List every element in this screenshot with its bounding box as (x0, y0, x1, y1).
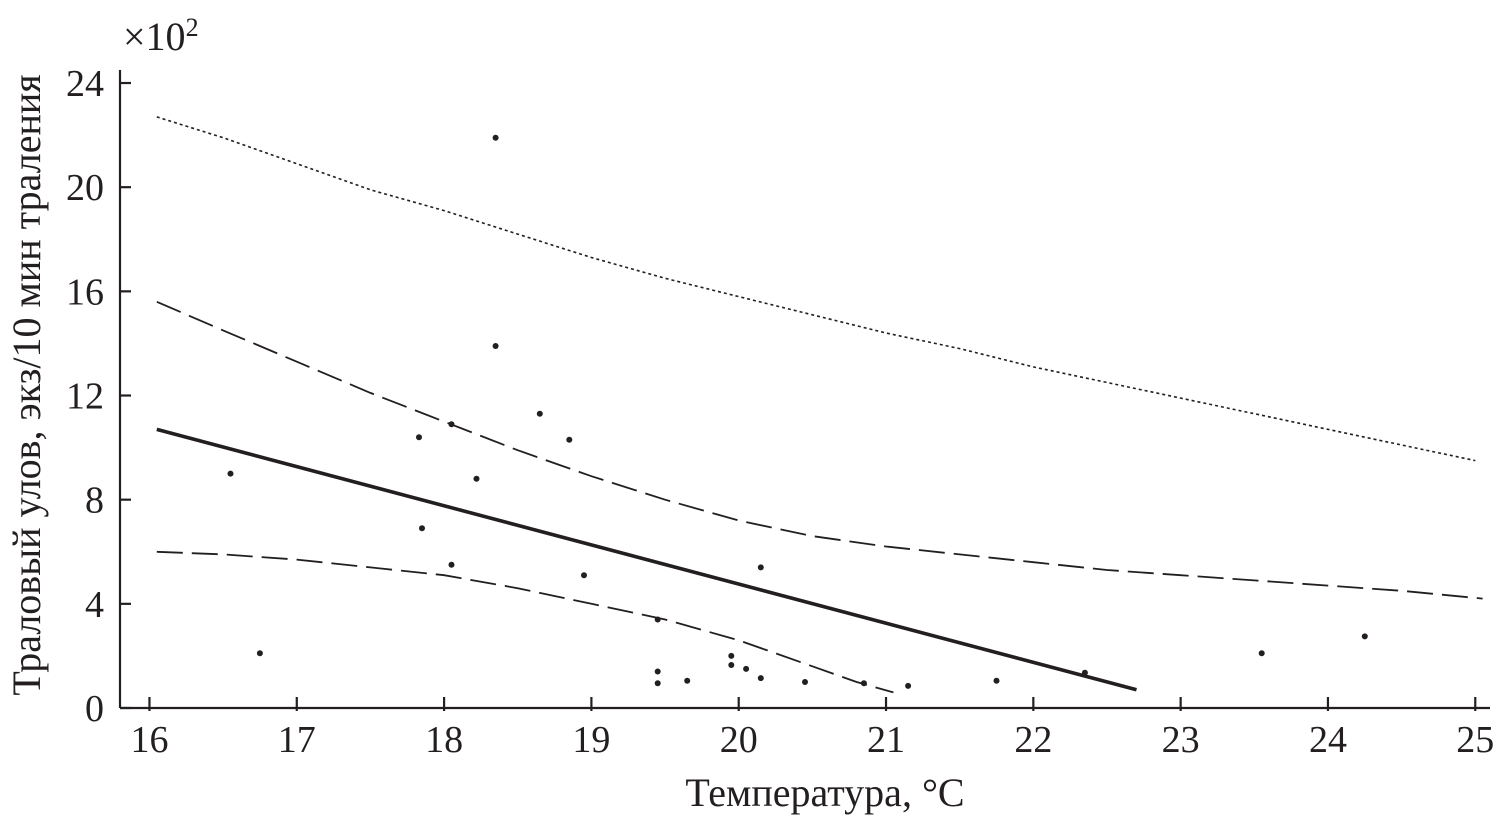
data-point (993, 677, 1000, 684)
data-point (757, 564, 764, 571)
data-point (448, 421, 455, 428)
data-point (802, 679, 808, 685)
data-point (728, 652, 735, 659)
data-point (536, 410, 543, 417)
series-line-dashed-upper (156, 300, 1483, 600)
data-point (654, 668, 661, 675)
data-point (492, 343, 499, 349)
data-point (448, 561, 455, 568)
data-point (860, 680, 867, 687)
data-point (581, 572, 587, 579)
data-point (757, 675, 764, 682)
y-tick-label: 20 (66, 167, 104, 209)
y-tick-label: 8 (85, 480, 104, 522)
x-tick-label: 24 (1309, 719, 1347, 761)
data-point (566, 436, 573, 443)
x-tick-label: 16 (130, 719, 168, 761)
data-point (654, 616, 661, 623)
x-tick-label: 20 (720, 719, 758, 761)
data-point (227, 470, 234, 477)
data-point (654, 680, 661, 687)
data-point (728, 662, 735, 668)
x-tick-label: 18 (425, 719, 463, 761)
x-axis-title: Температура, °C (685, 770, 964, 815)
series-line-solid (156, 427, 1137, 692)
data-point (1361, 633, 1368, 640)
data-point (1081, 669, 1088, 676)
data-point (684, 677, 691, 684)
data-point (256, 650, 263, 657)
plot-area (156, 116, 1483, 694)
series-line-dashed-lower (156, 550, 894, 694)
y-axis-title: Траловый улов, экз/10 мин траления (4, 74, 49, 695)
x-tick-label: 25 (1456, 719, 1494, 761)
x-tick-label: 17 (278, 719, 316, 761)
axes (118, 70, 1490, 710)
x-tick-label: 23 (1162, 719, 1200, 761)
x-tick-label: 19 (572, 719, 610, 761)
series-line-dotted (156, 116, 1476, 462)
y-multiplier-label: ×102 (123, 13, 199, 59)
data-point (492, 134, 499, 141)
x-tick-label: 22 (1014, 719, 1052, 761)
x-tick-label: 21 (867, 719, 905, 761)
y-tick-label: 24 (66, 63, 104, 105)
ticks: 16 17 18 19 20 21 22 23 24 25 0 4 8 12 16 20 24 (66, 63, 1494, 761)
y-tick-label: 0 (85, 688, 104, 730)
data-point (743, 665, 750, 672)
data-point (905, 682, 912, 689)
data-point (1258, 650, 1265, 657)
data-point (419, 525, 425, 532)
y-tick-label: 4 (85, 584, 104, 626)
data-point (473, 475, 480, 482)
data-point (416, 434, 422, 441)
y-tick-label: 12 (66, 376, 104, 418)
y-tick-label: 16 (66, 271, 104, 313)
